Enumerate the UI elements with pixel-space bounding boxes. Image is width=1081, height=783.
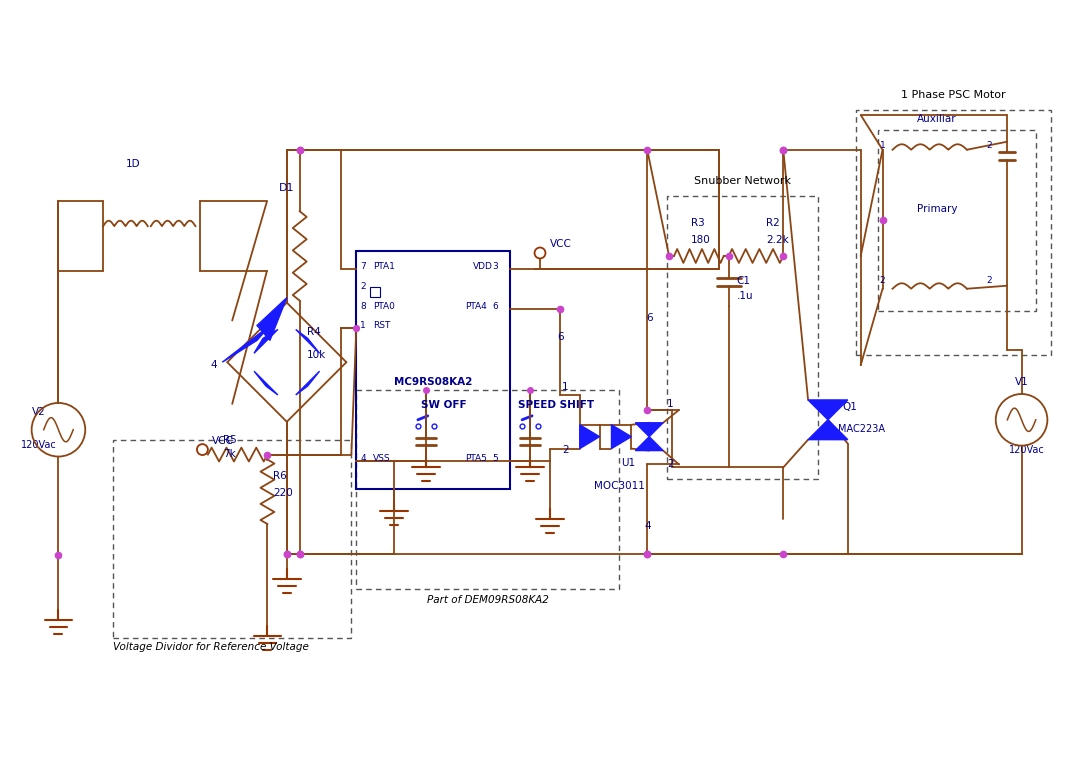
Text: 120Vac: 120Vac — [1009, 445, 1044, 455]
Text: V1: V1 — [1015, 377, 1028, 387]
Text: PTA5: PTA5 — [466, 454, 488, 464]
Text: 10k: 10k — [307, 350, 325, 360]
Polygon shape — [809, 400, 848, 420]
Text: 7k: 7k — [223, 449, 236, 459]
Text: PTA4: PTA4 — [466, 301, 488, 311]
Text: 2: 2 — [987, 276, 992, 285]
Text: 7: 7 — [360, 262, 366, 271]
Text: RST: RST — [373, 322, 390, 330]
Polygon shape — [296, 371, 320, 395]
Bar — [357, 251, 510, 489]
Text: 2: 2 — [880, 276, 885, 285]
Text: MAC223A: MAC223A — [838, 424, 885, 434]
Text: U1: U1 — [622, 459, 636, 468]
Text: 2.2k: 2.2k — [766, 235, 789, 245]
Text: 3: 3 — [492, 262, 498, 271]
Text: Snubber Network: Snubber Network — [694, 176, 791, 186]
Text: SPEED SHIFT: SPEED SHIFT — [518, 400, 595, 410]
Text: 8: 8 — [360, 301, 366, 311]
Text: 180: 180 — [691, 235, 710, 245]
Text: Primary: Primary — [917, 204, 958, 215]
Text: 5: 5 — [492, 454, 498, 464]
Text: Q1: Q1 — [843, 402, 857, 412]
Polygon shape — [636, 437, 663, 450]
Text: R4: R4 — [307, 327, 320, 337]
Polygon shape — [296, 330, 320, 353]
Text: 1: 1 — [667, 399, 673, 409]
Text: 2: 2 — [987, 141, 992, 150]
Text: MOC3011: MOC3011 — [593, 482, 644, 491]
Text: VSS: VSS — [373, 454, 391, 464]
Text: .1u: .1u — [736, 290, 753, 301]
Text: Auxiliar: Auxiliar — [918, 114, 957, 124]
Text: R2: R2 — [766, 218, 780, 228]
Text: V2: V2 — [31, 407, 45, 417]
Text: 120Vac: 120Vac — [21, 439, 56, 449]
Text: PTA1: PTA1 — [373, 262, 395, 271]
Text: 1: 1 — [562, 382, 569, 392]
Text: Part of DEM09RS08KA2: Part of DEM09RS08KA2 — [427, 596, 549, 605]
Text: VDD: VDD — [472, 262, 492, 271]
Text: SW OFF: SW OFF — [421, 400, 467, 410]
Text: VCC: VCC — [212, 435, 235, 446]
Bar — [357, 390, 619, 589]
Polygon shape — [254, 330, 278, 353]
Text: R6: R6 — [273, 471, 288, 482]
Text: 1D: 1D — [125, 159, 141, 168]
Text: 220: 220 — [273, 489, 293, 498]
Text: Voltage Dividor for Reference Voltage: Voltage Dividor for Reference Voltage — [114, 642, 309, 652]
Text: 6: 6 — [646, 312, 653, 323]
Text: 4: 4 — [644, 521, 651, 531]
Text: 1: 1 — [360, 322, 366, 330]
Text: PTA0: PTA0 — [373, 301, 395, 311]
Bar — [667, 197, 818, 479]
Polygon shape — [579, 424, 600, 449]
Text: R5: R5 — [223, 435, 237, 445]
Text: 6: 6 — [557, 332, 563, 342]
Text: 2: 2 — [562, 445, 569, 455]
Bar — [370, 287, 381, 297]
Polygon shape — [254, 371, 278, 395]
Text: 2: 2 — [667, 460, 673, 470]
Polygon shape — [612, 424, 631, 449]
Text: D1: D1 — [279, 183, 294, 193]
Text: 1 Phase PSC Motor: 1 Phase PSC Motor — [902, 90, 1005, 100]
Bar — [114, 440, 351, 638]
Text: R3: R3 — [691, 218, 705, 228]
Text: MC9RS08KA2: MC9RS08KA2 — [395, 377, 472, 387]
Polygon shape — [809, 420, 848, 440]
Polygon shape — [257, 298, 286, 341]
Text: 2: 2 — [360, 282, 365, 290]
Bar — [856, 110, 1052, 355]
Text: 1: 1 — [880, 141, 885, 150]
Text: C1: C1 — [736, 276, 750, 286]
Text: VCC: VCC — [550, 239, 572, 249]
Polygon shape — [223, 326, 270, 363]
Text: 4: 4 — [211, 360, 217, 370]
Bar — [878, 130, 1037, 311]
Text: 6: 6 — [492, 301, 498, 311]
Text: 4: 4 — [360, 454, 365, 464]
Polygon shape — [636, 423, 663, 437]
